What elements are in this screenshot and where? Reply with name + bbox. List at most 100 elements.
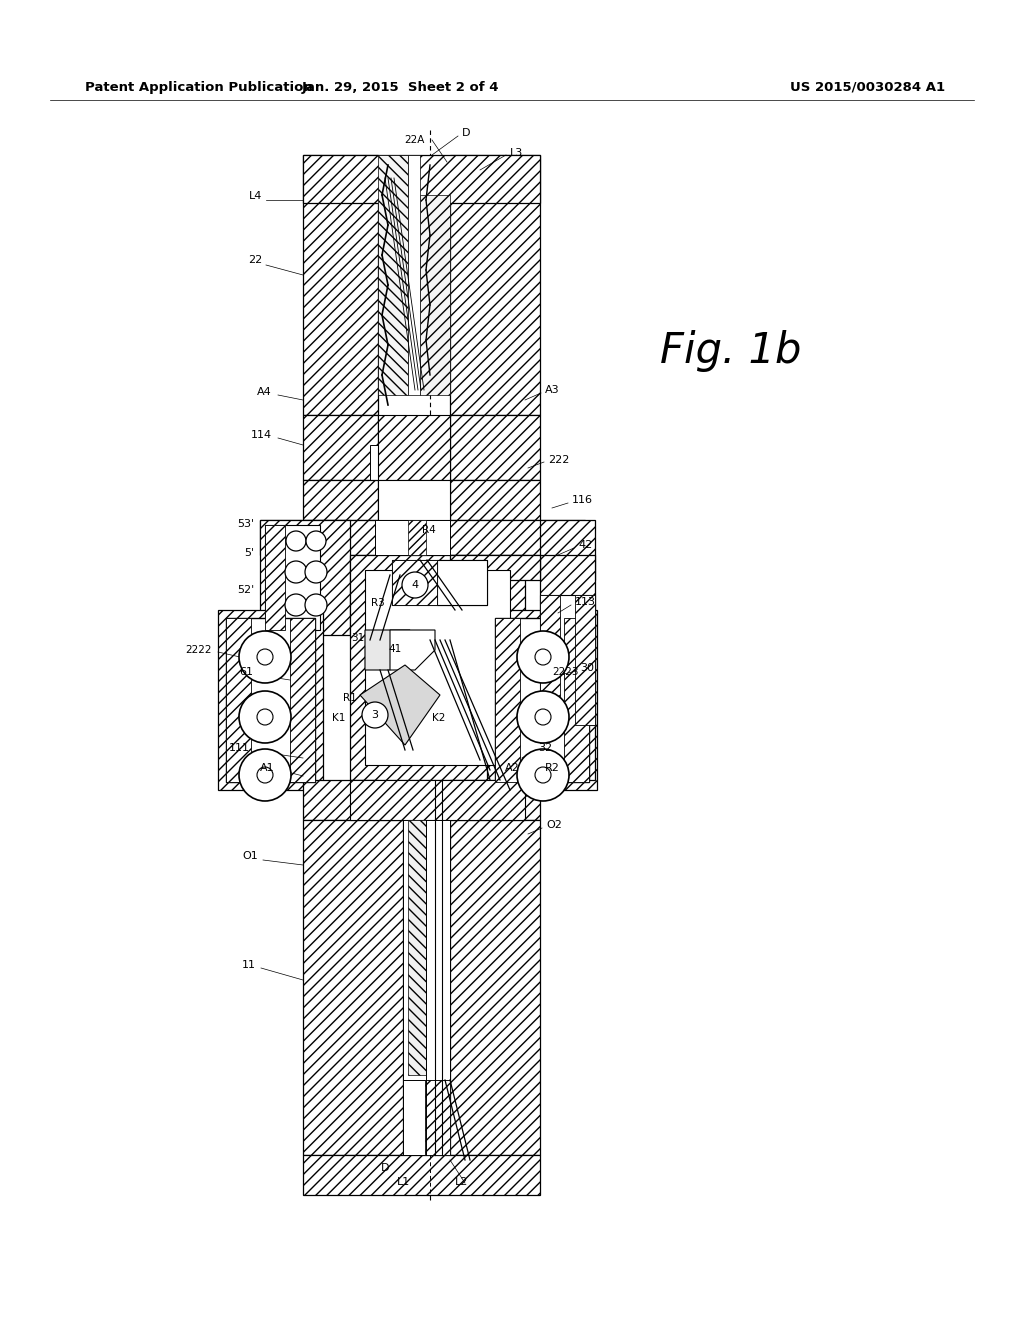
Circle shape (286, 531, 306, 550)
Text: 2223: 2223 (552, 667, 579, 677)
Text: R2: R2 (545, 763, 560, 774)
Circle shape (239, 690, 291, 743)
Text: 32: 32 (538, 743, 552, 752)
Bar (365, 570, 510, 766)
Bar (495, 618, 589, 781)
Bar (487, 610, 597, 789)
Bar (303, 480, 378, 520)
Text: 61: 61 (239, 667, 253, 677)
Text: R3: R3 (371, 598, 385, 609)
Circle shape (239, 631, 291, 682)
Bar (303, 1155, 540, 1195)
Bar (290, 618, 315, 781)
Bar (392, 560, 487, 605)
Bar (226, 618, 315, 781)
Text: A3: A3 (545, 385, 560, 395)
Text: A4: A4 (257, 387, 272, 397)
Bar (408, 154, 420, 395)
Circle shape (285, 561, 307, 583)
Text: L2: L2 (455, 1177, 468, 1187)
Text: 5': 5' (244, 548, 254, 558)
Circle shape (239, 748, 291, 801)
Text: 3: 3 (372, 710, 379, 719)
Circle shape (257, 767, 273, 783)
Circle shape (517, 690, 569, 743)
Polygon shape (390, 630, 435, 671)
Text: Patent Application Publication: Patent Application Publication (85, 81, 312, 94)
Text: 41: 41 (388, 644, 401, 653)
Bar (450, 820, 540, 1155)
Bar (375, 520, 450, 554)
Bar (303, 820, 403, 1155)
Circle shape (535, 709, 551, 725)
Text: L3: L3 (510, 148, 523, 158)
Text: L1: L1 (397, 1177, 411, 1187)
Text: 52': 52' (237, 585, 254, 595)
Bar (403, 1080, 450, 1155)
Bar (350, 554, 525, 780)
Text: 22A: 22A (404, 135, 425, 145)
Bar (450, 154, 540, 414)
Text: R1: R1 (343, 693, 357, 704)
Bar (370, 445, 378, 480)
Text: Jan. 29, 2015  Sheet 2 of 4: Jan. 29, 2015 Sheet 2 of 4 (301, 81, 499, 94)
Text: 222: 222 (548, 455, 569, 465)
Text: D: D (381, 1163, 389, 1173)
Bar (450, 554, 540, 579)
Bar (265, 525, 285, 630)
Bar (540, 595, 560, 725)
Bar (450, 780, 540, 820)
Text: 53': 53' (237, 519, 254, 529)
Bar (378, 414, 450, 480)
Circle shape (517, 748, 569, 801)
Text: 111: 111 (229, 743, 250, 752)
Bar (564, 618, 589, 781)
Bar (378, 154, 408, 395)
Bar (408, 520, 426, 554)
Bar (575, 595, 595, 725)
Bar (218, 610, 323, 789)
Bar (450, 414, 540, 480)
Bar (540, 554, 595, 780)
Text: D: D (462, 128, 470, 139)
Circle shape (305, 561, 327, 583)
Circle shape (535, 767, 551, 783)
Circle shape (257, 649, 273, 665)
Text: Fig. 1b: Fig. 1b (660, 330, 802, 372)
Bar (408, 820, 426, 1074)
Bar (260, 520, 585, 554)
Text: 11: 11 (242, 960, 256, 970)
Text: L4: L4 (249, 191, 262, 201)
Text: 4: 4 (412, 579, 419, 590)
Circle shape (305, 594, 327, 616)
Bar (450, 480, 540, 520)
Bar (303, 154, 540, 203)
Text: R4: R4 (422, 525, 436, 535)
Bar (540, 595, 595, 725)
Text: 116: 116 (572, 495, 593, 506)
Text: 42: 42 (578, 540, 592, 550)
Polygon shape (365, 630, 410, 671)
Bar (440, 445, 449, 480)
Bar (495, 618, 520, 781)
Text: 2222: 2222 (185, 645, 212, 655)
Bar (260, 520, 350, 635)
Polygon shape (360, 665, 440, 744)
Text: O2: O2 (546, 820, 562, 830)
Bar (303, 154, 378, 414)
Text: 113: 113 (575, 597, 596, 607)
Bar (303, 414, 378, 480)
Text: 114: 114 (251, 430, 272, 440)
Bar (226, 618, 251, 781)
Bar (540, 520, 595, 579)
Bar (420, 195, 450, 395)
Text: O1: O1 (243, 851, 258, 861)
Bar (403, 820, 450, 1155)
Bar (392, 560, 437, 605)
Bar (425, 1080, 450, 1155)
Circle shape (535, 649, 551, 665)
Circle shape (362, 702, 388, 729)
Bar (350, 780, 525, 820)
Circle shape (517, 631, 569, 682)
Text: A2: A2 (505, 763, 520, 774)
